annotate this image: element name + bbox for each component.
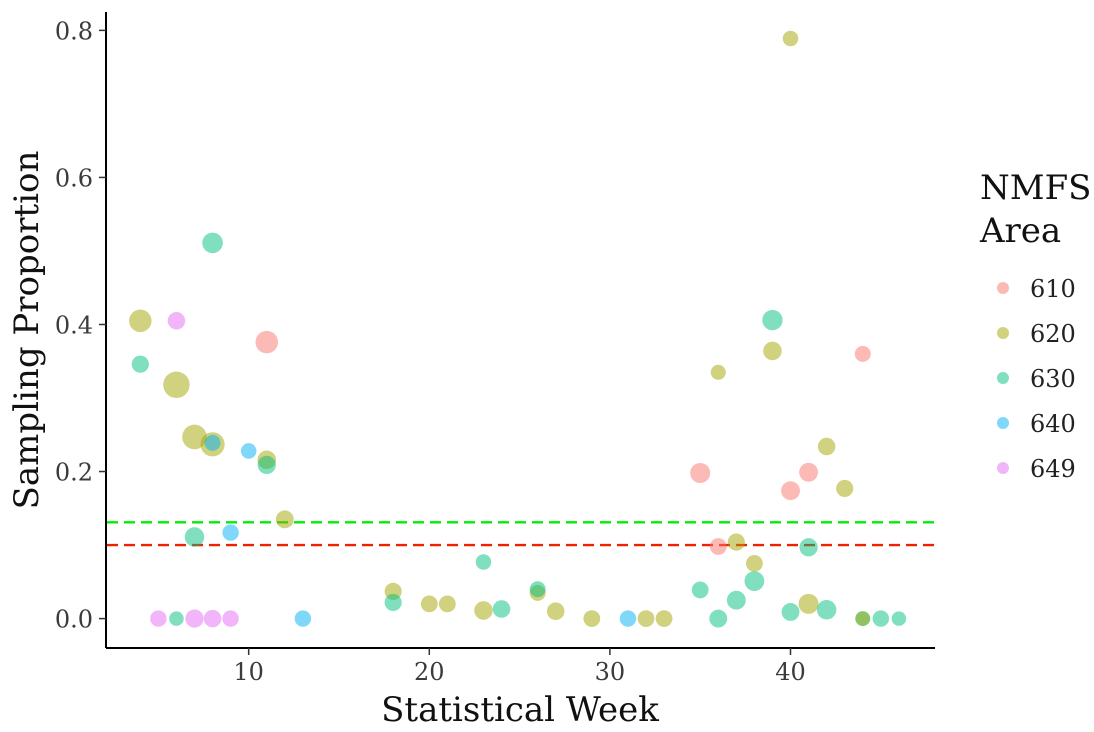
- point-649-2: [167, 312, 186, 330]
- y-tick-label: 0.4: [55, 311, 93, 339]
- point-620-2: [163, 371, 190, 398]
- axes: [105, 12, 935, 649]
- point-610-4: [781, 481, 800, 501]
- legend-title-line-1: NMFS: [980, 168, 1091, 208]
- x-tick-label: 10: [233, 658, 264, 686]
- point-630-2: [169, 611, 184, 626]
- point-630-20: [891, 611, 907, 626]
- y-tick-label: 0.0: [55, 606, 93, 634]
- data-points: [129, 30, 907, 628]
- point-630-16: [799, 538, 818, 557]
- point-640-2: [222, 524, 239, 541]
- point-620-17: [727, 533, 745, 551]
- point-630-8: [492, 600, 511, 618]
- y-tick-label: 0.2: [55, 459, 93, 487]
- point-620-10: [474, 601, 493, 620]
- axis-ticks: 10 20 30 40 0.0 0.2 0.4 0.6 0.8: [55, 17, 806, 686]
- point-640-5: [619, 610, 637, 627]
- point-620-21: [798, 593, 819, 614]
- point-630-19: [872, 610, 890, 627]
- point-620-15: [655, 610, 673, 627]
- point-630-17: [816, 600, 837, 620]
- point-649-4: [203, 609, 222, 628]
- point-620-16: [710, 364, 726, 380]
- x-tick-label: 40: [775, 658, 806, 686]
- legend-label-610: 610: [1030, 275, 1076, 303]
- reference-lines: [107, 521, 935, 547]
- point-620-20: [782, 30, 799, 47]
- point-620-1: [129, 309, 152, 333]
- point-630-11: [709, 609, 728, 628]
- legend-title-line-2: Area: [979, 211, 1061, 251]
- point-620-23: [836, 479, 854, 498]
- legend-key-649: [997, 462, 1009, 474]
- point-630-14: [762, 309, 783, 331]
- x-tick-label: 20: [414, 658, 445, 686]
- y-tick-label: 0.8: [55, 17, 93, 45]
- point-620-24: [855, 611, 871, 626]
- point-620-14: [637, 610, 655, 627]
- legend-label-649: 649: [1030, 455, 1076, 483]
- x-axis-title: Statistical Week: [381, 690, 659, 727]
- point-630-9: [529, 581, 546, 598]
- point-610-2: [690, 462, 711, 484]
- legend-key-620: [997, 327, 1009, 339]
- point-620-19: [763, 341, 782, 361]
- legend-key-630: [997, 372, 1009, 384]
- legend-label-620: 620: [1030, 320, 1076, 348]
- point-630-10: [691, 581, 709, 599]
- legend: NMFS Area 610 620 630 640 649: [979, 168, 1091, 483]
- legend-label-640: 640: [1030, 410, 1076, 438]
- y-tick-label: 0.6: [55, 164, 93, 192]
- point-620-18: [745, 555, 763, 572]
- legend-key-640: [997, 417, 1009, 429]
- point-620-9: [438, 595, 456, 613]
- point-630-6: [384, 593, 402, 612]
- point-630-15: [781, 603, 800, 621]
- legend-key-610: [997, 282, 1009, 294]
- point-620-13: [583, 610, 601, 627]
- legend-label-630: 630: [1030, 365, 1076, 393]
- point-620-6: [275, 510, 294, 529]
- point-630-7: [475, 554, 492, 570]
- point-620-12: [546, 602, 565, 621]
- point-630-5: [257, 455, 276, 475]
- point-640-3: [240, 443, 257, 459]
- x-tick-label: 30: [595, 658, 626, 686]
- point-640-1: [204, 434, 221, 451]
- point-630-4: [202, 232, 223, 254]
- point-630-12: [726, 590, 746, 610]
- point-610-5: [799, 462, 819, 482]
- point-630-3: [184, 527, 205, 547]
- point-630-13: [744, 571, 765, 591]
- point-610-3: [709, 538, 727, 555]
- point-649-1: [150, 610, 167, 627]
- point-620-22: [817, 437, 836, 456]
- point-620-8: [420, 595, 438, 613]
- point-630-1: [131, 355, 149, 373]
- point-649-5: [222, 610, 239, 627]
- point-640-4: [294, 610, 312, 627]
- y-axis-title: Sampling Proportion: [7, 151, 47, 510]
- point-610-1: [255, 330, 278, 354]
- point-649-3: [185, 609, 204, 628]
- point-610-6: [854, 345, 871, 362]
